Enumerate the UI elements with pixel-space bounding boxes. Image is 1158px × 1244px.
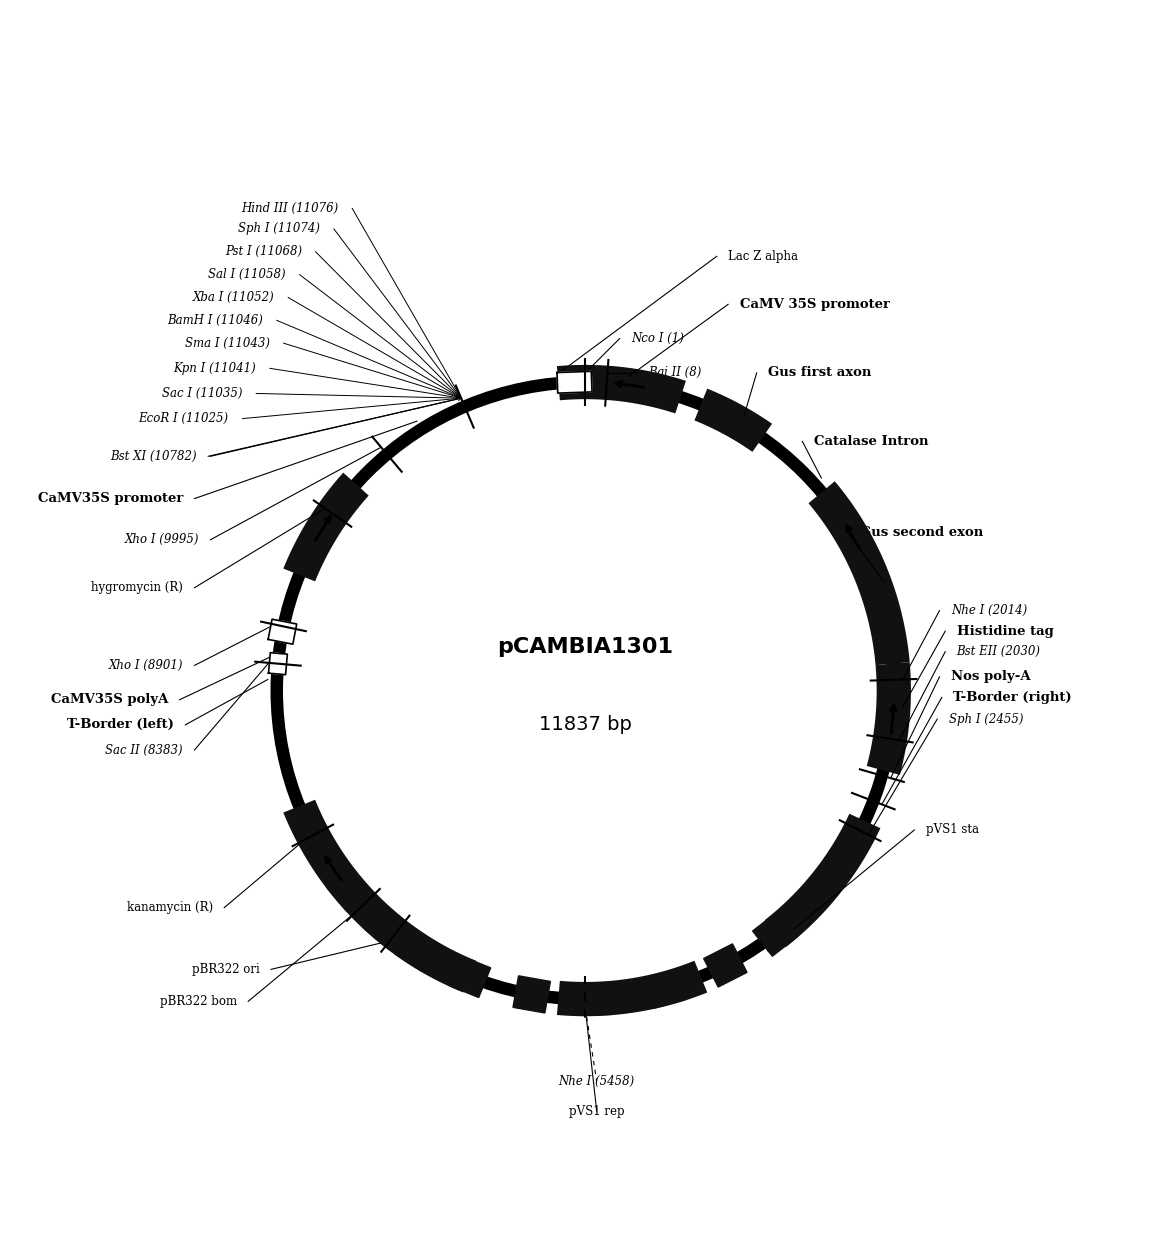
Polygon shape [866,662,911,775]
Text: pCAMBIA1301: pCAMBIA1301 [497,637,673,657]
Text: pBR322 ori: pBR322 ori [192,963,259,975]
Polygon shape [365,904,410,949]
Text: Sma I (11043): Sma I (11043) [185,337,270,350]
Polygon shape [695,388,772,452]
Text: Bst XI (10782): Bst XI (10782) [110,450,197,463]
Polygon shape [395,927,440,972]
Text: CaMV 35S promoter: CaMV 35S promoter [740,297,889,311]
Text: Nhe I (2014): Nhe I (2014) [951,605,1027,617]
Polygon shape [579,983,613,1015]
Polygon shape [448,955,491,998]
Text: Bgi II (8): Bgi II (8) [648,367,702,379]
Text: Hind III (11076): Hind III (11076) [241,202,338,215]
Text: CaMV35S polyA: CaMV35S polyA [51,693,168,707]
Polygon shape [557,364,686,413]
Polygon shape [284,473,368,581]
Text: Gus second exon: Gus second exon [859,526,983,540]
Text: Gus first axon: Gus first axon [768,367,872,379]
Text: T-Border (right): T-Border (right) [953,690,1072,704]
Text: EcoR I (11025): EcoR I (11025) [139,412,229,425]
Polygon shape [284,800,476,993]
Text: Histidine tag: Histidine tag [957,624,1054,638]
Polygon shape [557,960,708,1016]
Polygon shape [704,944,747,986]
Text: Sph I (2455): Sph I (2455) [948,713,1024,725]
Text: Xho I (8901): Xho I (8901) [109,659,183,672]
Polygon shape [808,481,910,666]
Text: Nco I (1): Nco I (1) [631,332,684,345]
Text: kanamycin (R): kanamycin (R) [126,901,213,914]
Text: Sac II (8383): Sac II (8383) [105,744,183,756]
Text: Sal I (11058): Sal I (11058) [208,269,286,281]
Text: Catalase Intron: Catalase Intron [814,435,929,448]
Polygon shape [513,975,550,1013]
Polygon shape [557,372,592,393]
Polygon shape [269,653,287,674]
Text: BamH I (11046): BamH I (11046) [167,313,263,327]
Polygon shape [764,814,880,947]
Text: Kpn I (11041): Kpn I (11041) [174,362,256,374]
Text: Pst I (11068): Pst I (11068) [225,245,302,259]
Polygon shape [645,969,684,1008]
Text: T-Border (left): T-Border (left) [67,718,174,731]
Text: Sac I (11035): Sac I (11035) [162,387,242,401]
Polygon shape [327,866,372,912]
Text: Xho I (9995): Xho I (9995) [125,534,199,546]
Text: Lac Z alpha: Lac Z alpha [728,250,798,262]
Text: Nhe I (5458): Nhe I (5458) [558,1075,635,1087]
Text: Nos poly-A: Nos poly-A [951,671,1031,683]
Text: Xba I (11052): Xba I (11052) [192,291,274,304]
Text: pBR322 bom: pBR322 bom [160,995,236,1008]
Text: Bst EII (2030): Bst EII (2030) [957,646,1041,658]
Polygon shape [753,911,798,957]
Polygon shape [269,620,296,644]
Text: CaMV35S promoter: CaMV35S promoter [38,493,183,505]
Text: pVS1 sta: pVS1 sta [925,824,979,836]
Text: 11837 bp: 11837 bp [538,715,632,734]
Text: Sph I (11074): Sph I (11074) [239,223,320,235]
Text: pVS1 rep: pVS1 rep [569,1105,624,1117]
Text: hygromycin (R): hygromycin (R) [91,581,183,595]
